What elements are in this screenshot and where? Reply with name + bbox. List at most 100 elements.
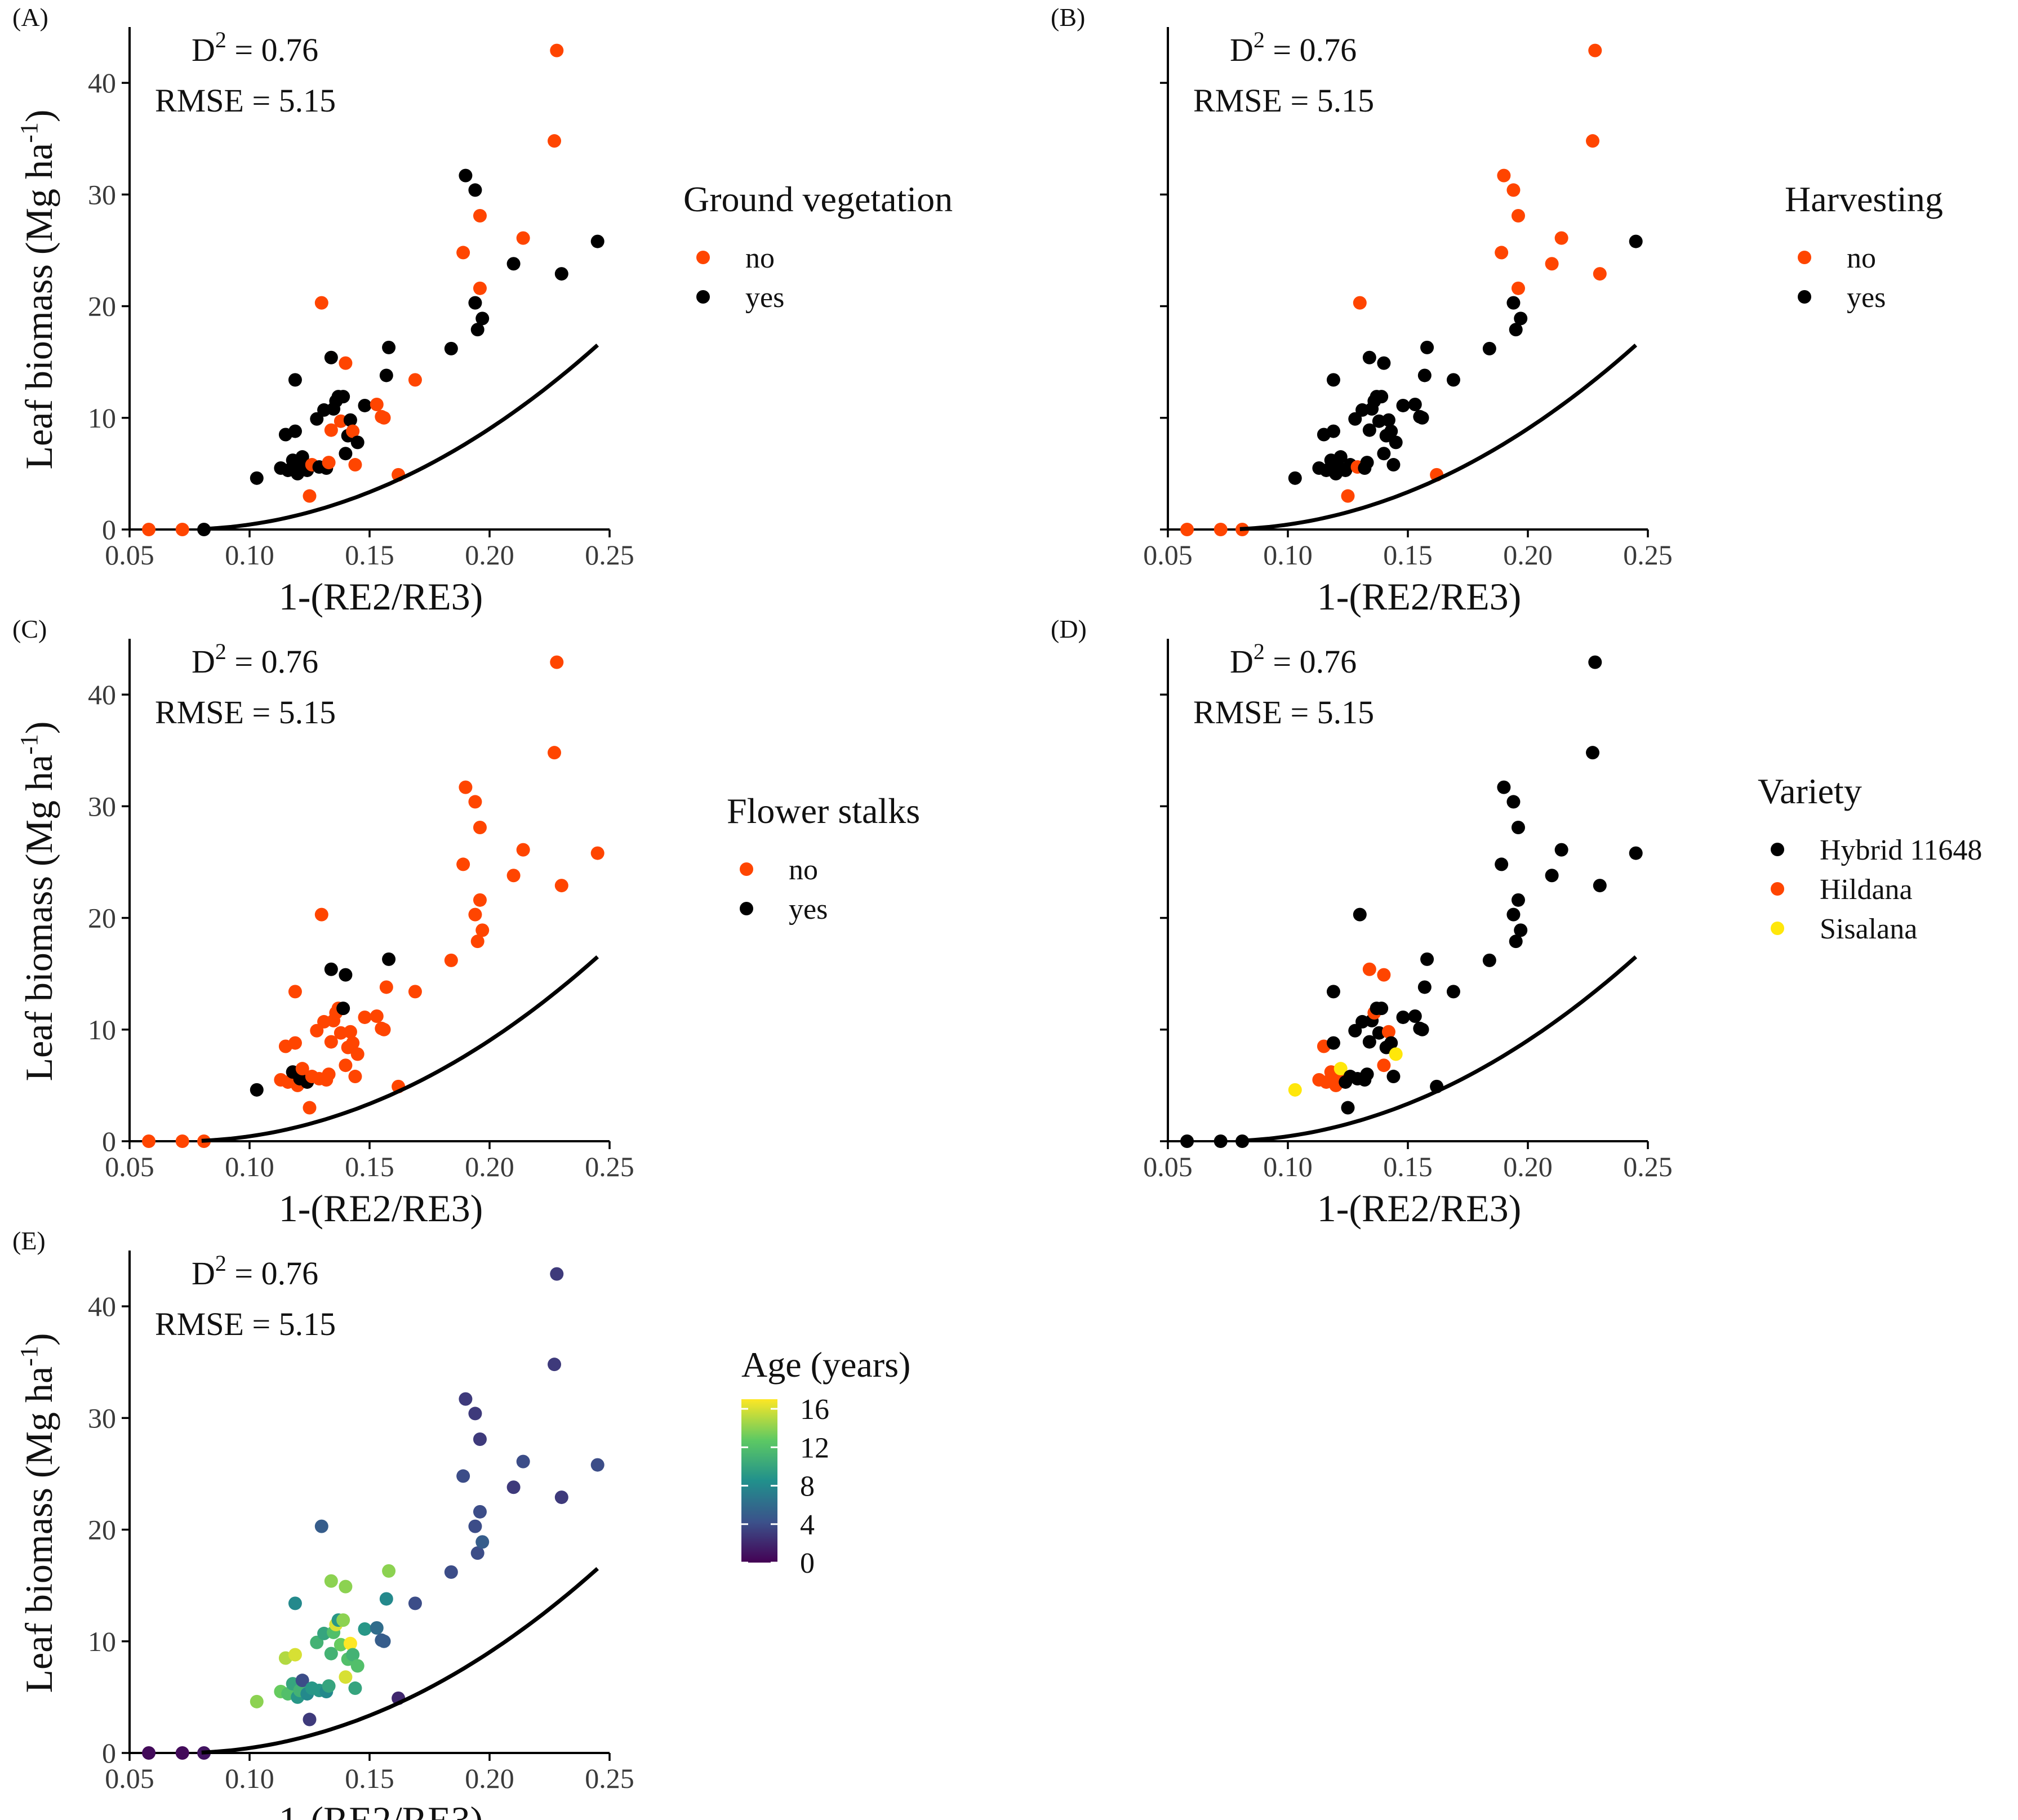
rmse-stat: RMSE = 5.15	[155, 1306, 336, 1342]
data-point	[516, 843, 530, 857]
data-point	[548, 134, 562, 148]
data-point	[548, 746, 562, 760]
data-point	[1326, 373, 1340, 387]
data-point	[1389, 435, 1403, 450]
data-point	[1495, 246, 1509, 260]
data-point	[473, 208, 487, 223]
data-point	[175, 523, 189, 536]
data-point	[1420, 952, 1434, 966]
data-point	[1514, 923, 1528, 937]
colorbar-title: Age (years)	[741, 1345, 910, 1385]
rmse-stat: RMSE = 5.15	[1193, 82, 1374, 119]
data-point	[475, 312, 490, 326]
y-axis-title-end: )	[17, 721, 60, 734]
data-point	[324, 350, 338, 364]
data-point	[1362, 423, 1376, 437]
d2-stat: D2 = 0.76	[192, 639, 318, 680]
x-tick-label: 0.05	[1143, 1151, 1193, 1182]
colorbar-tick-label: 8	[800, 1471, 815, 1503]
d2-prefix: D	[1230, 32, 1254, 68]
data-point	[295, 1674, 309, 1688]
data-point	[1506, 183, 1521, 197]
data-point	[1214, 523, 1228, 536]
data-point	[1511, 208, 1525, 223]
data-point	[379, 368, 393, 382]
data-point	[470, 323, 485, 337]
data-point	[1588, 655, 1602, 669]
data-point	[1360, 456, 1374, 470]
x-axis-title: 1-(RE2/RE3)	[1317, 575, 1522, 618]
y-tick-label: 20	[88, 902, 116, 934]
data-point	[370, 1621, 384, 1635]
y-axis-title-sup: -1	[15, 122, 43, 143]
y-tick-label: 30	[88, 790, 116, 822]
y-tick-label: 40	[88, 679, 116, 710]
data-point	[1375, 1002, 1389, 1016]
data-point	[473, 893, 487, 907]
x-tick-label: 0.05	[105, 1763, 154, 1794]
data-point	[324, 423, 338, 437]
data-point	[358, 1622, 372, 1636]
data-point	[370, 1009, 384, 1023]
data-point	[142, 1746, 156, 1760]
data-point	[322, 1679, 336, 1693]
data-point	[1384, 424, 1398, 438]
data-point	[1384, 1036, 1398, 1050]
y-axis-title-end: )	[17, 109, 60, 122]
data-point	[473, 1432, 487, 1446]
y-tick-label: 20	[88, 291, 116, 322]
data-point	[348, 1681, 362, 1696]
data-point	[548, 1358, 562, 1372]
data-point	[590, 234, 604, 248]
legend-key	[696, 251, 710, 264]
d2-stat: D2 = 0.76	[1230, 27, 1357, 68]
data-point	[346, 1648, 360, 1662]
data-point	[1377, 447, 1391, 461]
x-tick-label: 0.10	[225, 1151, 274, 1182]
legend-title: Variety	[1758, 771, 1862, 811]
rmse-stat: RMSE = 5.15	[155, 82, 336, 119]
y-tick-label: 10	[88, 1626, 116, 1657]
data-point	[1326, 985, 1340, 999]
data-point	[303, 1712, 317, 1726]
data-point	[250, 471, 264, 485]
x-tick-label: 0.10	[1263, 539, 1313, 571]
data-point	[590, 846, 604, 860]
y-axis-title-end: )	[17, 1333, 60, 1346]
data-point	[343, 1636, 357, 1650]
fit-curve	[201, 1567, 599, 1755]
data-point	[336, 1002, 350, 1016]
d2-sup: 2	[215, 1251, 226, 1276]
data-point	[468, 907, 482, 922]
x-tick-label: 0.10	[225, 1763, 274, 1794]
data-point	[470, 935, 485, 949]
data-point	[1288, 1083, 1302, 1097]
legend-key	[1798, 251, 1811, 264]
data-point	[358, 398, 372, 412]
data-point	[295, 450, 309, 464]
data-point	[339, 447, 353, 461]
panel-label: (D)	[1051, 615, 1087, 643]
data-point	[1420, 340, 1434, 354]
data-point	[516, 1454, 530, 1469]
data-point	[473, 1505, 487, 1519]
data-point	[324, 1647, 338, 1661]
x-tick-label: 0.05	[105, 539, 154, 571]
data-point	[1509, 935, 1523, 949]
x-tick-label: 0.05	[105, 1151, 154, 1182]
data-point	[339, 1579, 353, 1594]
panel-a: (A) 0 10 20 30 40 0.05 0.10 0.15 0.20 0.25 1-(RE2/R…	[12, 3, 953, 618]
data-point	[554, 1490, 568, 1505]
data-point	[175, 1134, 189, 1148]
data-point	[1593, 879, 1607, 893]
data-point	[1326, 1036, 1340, 1050]
d2-stat: D2 = 0.76	[192, 27, 318, 68]
x-tick-label: 0.15	[345, 1151, 394, 1182]
data-point	[1417, 980, 1432, 994]
data-point	[370, 397, 384, 411]
y-axis-title: Leaf biomass (Mg ha-1)	[15, 721, 60, 1081]
data-point	[339, 1670, 353, 1684]
y-tick-label: 30	[88, 179, 116, 210]
legend-title: Harvesting	[1785, 179, 1943, 219]
